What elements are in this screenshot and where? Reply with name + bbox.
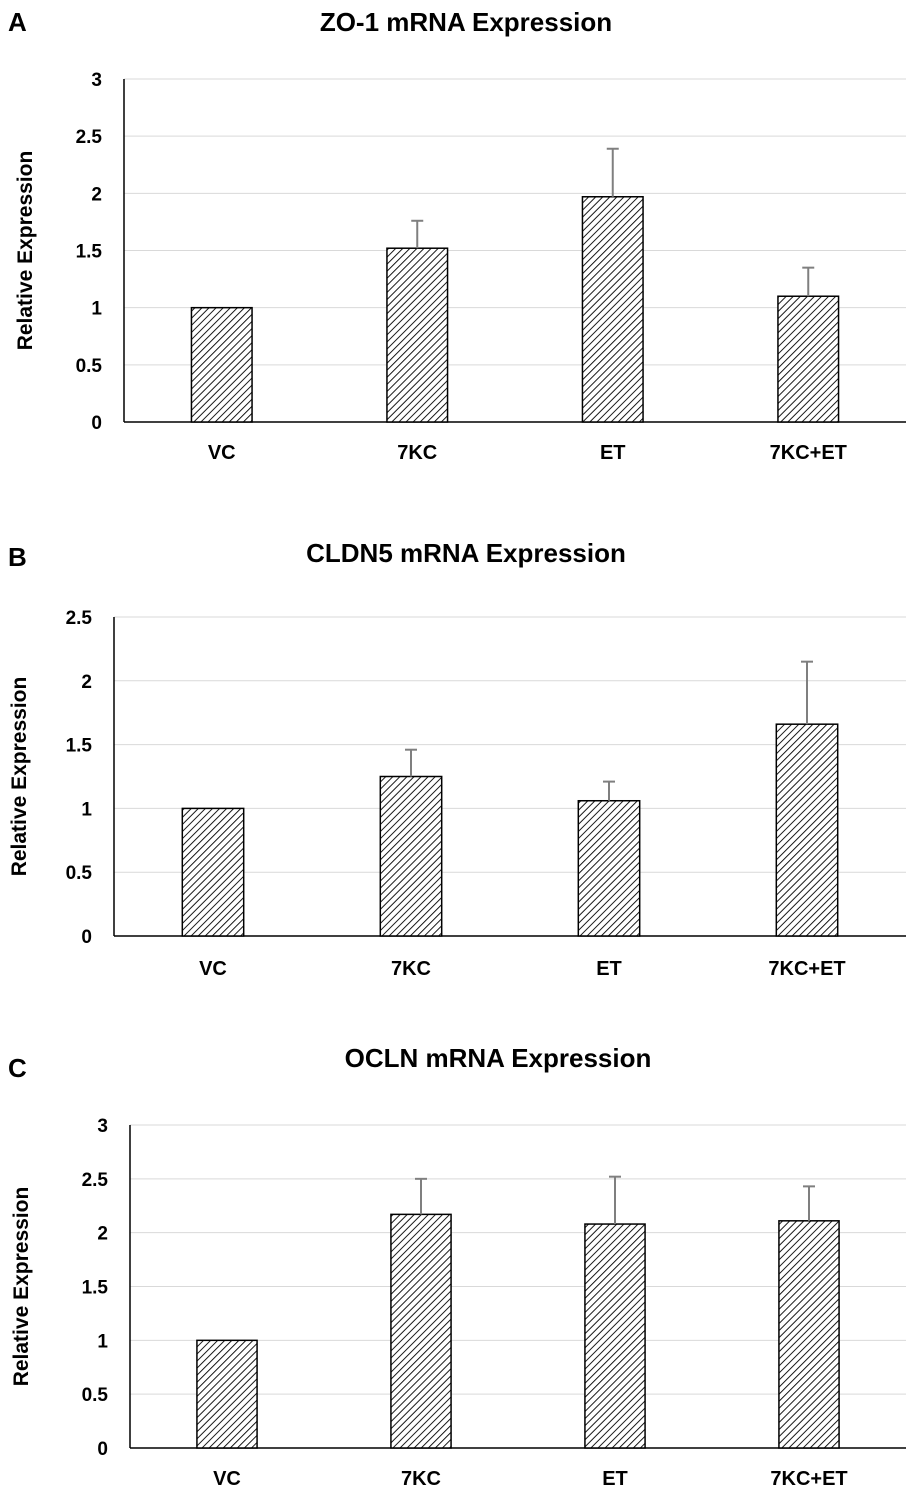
- y-axis-label: Relative Expression: [8, 677, 31, 877]
- y-tick-label: 0: [91, 413, 102, 434]
- x-category-label: ET: [600, 442, 626, 464]
- y-tick-label: 2.5: [82, 1170, 109, 1191]
- y-tick-label: 2.5: [66, 608, 93, 629]
- chart-title: OCLN mRNA Expression: [345, 1043, 652, 1073]
- x-category-label: 7KC+ET: [770, 1468, 847, 1489]
- y-tick-label: 0.5: [76, 356, 103, 377]
- y-axis-label: Relative Expression: [10, 1187, 33, 1387]
- y-tick-label: 3: [97, 1116, 108, 1137]
- bar-7kc-et: [775, 723, 839, 937]
- x-category-label: 7KC: [391, 958, 431, 980]
- x-category-label: 7KC+ET: [768, 958, 845, 980]
- bar-7kc-et: [777, 295, 840, 423]
- x-category-label: VC: [208, 442, 236, 464]
- y-tick-label: 1: [91, 299, 102, 320]
- y-tick-label: 0: [81, 927, 92, 948]
- x-category-label: 7KC+ET: [770, 442, 847, 464]
- x-category-label: 7KC: [397, 442, 437, 464]
- y-tick-label: 2: [81, 672, 92, 693]
- y-tick-label: 0.5: [66, 863, 93, 884]
- y-tick-label: 1.5: [82, 1278, 109, 1299]
- bar-et: [581, 196, 644, 423]
- bar-vc: [196, 1339, 258, 1449]
- bar-et: [577, 799, 641, 937]
- y-tick-label: 1.5: [76, 242, 103, 263]
- bar-7kc-et: [778, 1220, 840, 1449]
- chart-panel-c: C OCLN mRNA Expression Relative Expression…: [0, 1020, 917, 1489]
- panel-letter: A: [8, 7, 27, 37]
- bar-7kc: [390, 1213, 452, 1449]
- x-category-label: VC: [199, 958, 227, 980]
- chart-title: ZO-1 mRNA Expression: [320, 7, 612, 37]
- y-tick-label: 1: [97, 1331, 108, 1352]
- y-tick-label: 1.5: [66, 736, 93, 757]
- y-tick-label: 2.5: [76, 127, 103, 148]
- chart-b-svg: B CLDN5 mRNA Expression Relative Expressio…: [8, 538, 906, 980]
- x-category-label: ET: [602, 1468, 628, 1489]
- panel-letter: B: [8, 542, 27, 572]
- y-axis-label: Relative Expression: [14, 151, 37, 351]
- y-tick-label: 3: [91, 70, 102, 91]
- y-tick-label: 2: [91, 184, 102, 205]
- x-category-label: VC: [213, 1468, 241, 1489]
- bar-et: [584, 1223, 646, 1449]
- x-category-label: 7KC: [401, 1468, 441, 1489]
- y-tick-label: 2: [97, 1224, 108, 1245]
- y-tick-label: 1: [81, 799, 92, 820]
- chart-a-svg: A ZO-1 mRNA Expression Relative Expression…: [8, 7, 906, 464]
- chart-c-svg: C OCLN mRNA Expression Relative Expression…: [8, 1043, 906, 1489]
- bar-vc: [190, 306, 253, 423]
- chart-title: CLDN5 mRNA Expression: [306, 538, 626, 568]
- y-tick-label: 0.5: [82, 1385, 109, 1406]
- bar-vc: [181, 807, 245, 937]
- bar-7kc: [386, 247, 449, 423]
- chart-panel-b: B CLDN5 mRNA Expression Relative Expressio…: [0, 490, 917, 1020]
- x-category-label: ET: [596, 958, 622, 980]
- y-tick-label: 0: [97, 1439, 108, 1460]
- chart-panel-a: A ZO-1 mRNA Expression Relative Expression…: [0, 0, 917, 490]
- panel-letter: C: [8, 1053, 27, 1083]
- bar-7kc: [379, 775, 443, 937]
